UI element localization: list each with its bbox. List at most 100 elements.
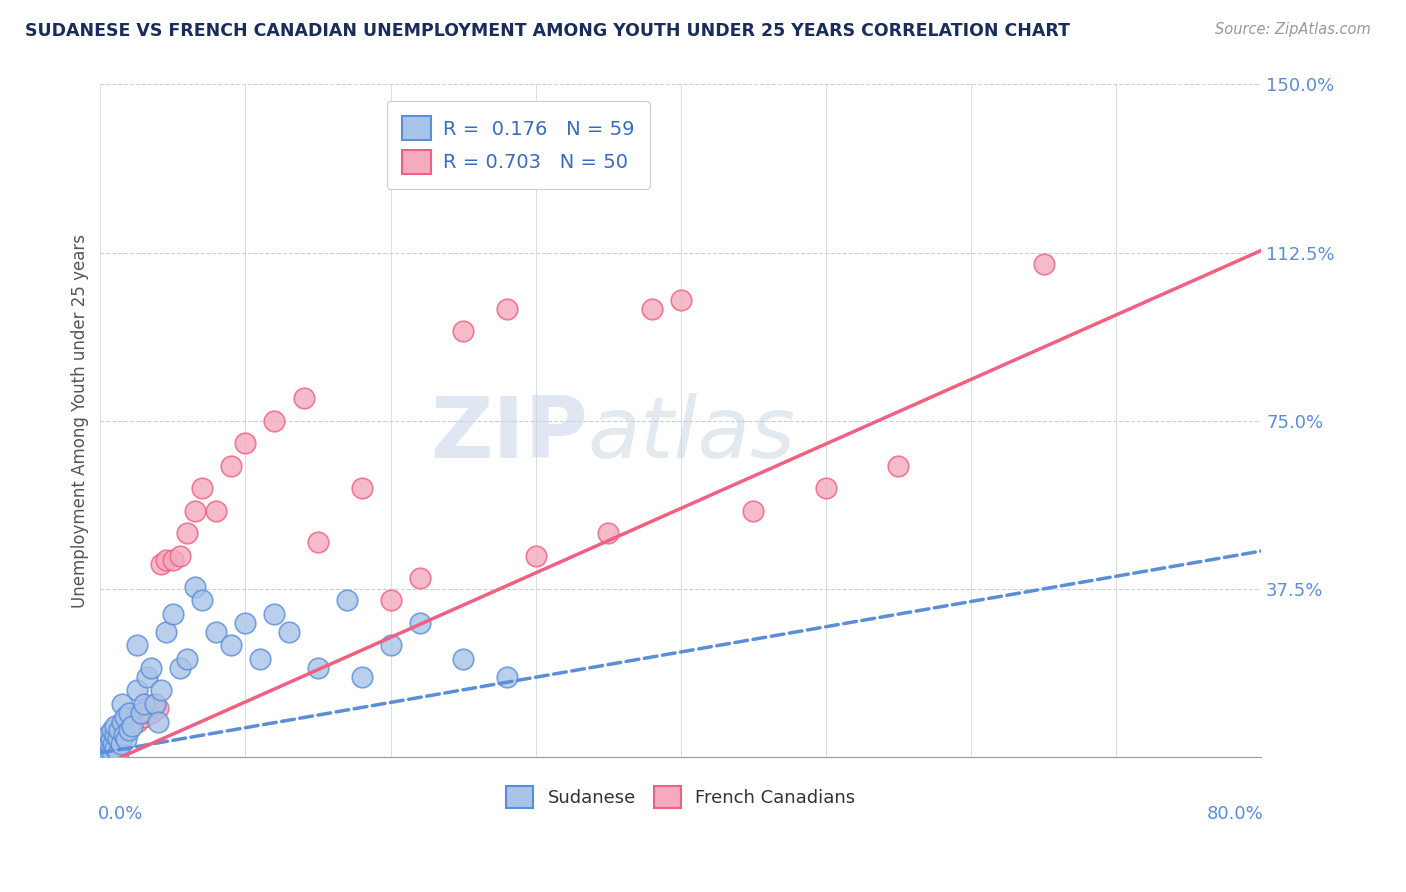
Point (219, 458, 242, 473)
Point (111, 697, 134, 711)
Point (742, 503, 765, 517)
Point (91, 741, 114, 756)
Point (1032, 257, 1054, 271)
Point (169, 549, 191, 563)
Point (162, 607, 184, 621)
Point (205, 503, 228, 517)
Point (183, 580, 205, 594)
Point (263, 414, 285, 428)
Point (110, 737, 132, 751)
Point (350, 481, 373, 495)
Point (155, 624, 177, 639)
Point (97, 728, 120, 742)
Point (90, 748, 112, 763)
Point (191, 593, 214, 607)
Point (100, 732, 122, 747)
Point (292, 392, 315, 406)
Y-axis label: Unemployment Among Youth under 25 years: Unemployment Among Youth under 25 years (72, 234, 89, 608)
Point (235, 615, 257, 630)
Point (380, 638, 402, 652)
Point (96, 746, 118, 760)
Point (307, 535, 329, 549)
Point (145, 697, 167, 711)
Text: ZIP: ZIP (430, 392, 588, 475)
Point (380, 593, 402, 607)
Point (118, 719, 141, 733)
Point (108, 728, 131, 742)
Point (219, 638, 242, 652)
Point (139, 661, 162, 675)
Point (155, 553, 177, 567)
Point (139, 706, 162, 720)
Point (101, 737, 124, 751)
Point (93, 741, 115, 756)
Point (135, 670, 157, 684)
Point (96, 732, 118, 747)
Point (111, 719, 134, 733)
Point (118, 706, 141, 720)
Point (118, 723, 141, 738)
Point (100, 741, 122, 756)
Point (90, 748, 112, 763)
Point (91, 746, 114, 760)
Point (111, 714, 134, 729)
Text: Source: ZipAtlas.com: Source: ZipAtlas.com (1215, 22, 1371, 37)
Point (336, 593, 359, 607)
Text: 0.0%: 0.0% (98, 805, 143, 822)
Point (598, 526, 620, 541)
Point (98, 737, 121, 751)
Point (887, 458, 910, 473)
Point (169, 661, 191, 675)
Text: atlas: atlas (588, 392, 796, 475)
Point (814, 481, 837, 495)
Point (104, 719, 127, 733)
Point (148, 714, 170, 729)
Point (115, 714, 138, 729)
Point (451, 324, 474, 338)
Point (107, 746, 129, 760)
Point (135, 701, 157, 715)
Point (148, 701, 170, 715)
Point (191, 481, 214, 495)
Point (93, 737, 115, 751)
Text: 80.0%: 80.0% (1206, 805, 1264, 822)
Point (97, 737, 120, 751)
Point (132, 710, 155, 724)
Point (107, 723, 129, 738)
Point (100, 732, 122, 747)
Point (408, 571, 430, 585)
Point (114, 710, 136, 724)
Point (103, 728, 125, 742)
Point (176, 651, 198, 665)
Point (451, 651, 474, 665)
Point (125, 683, 148, 698)
Point (107, 732, 129, 747)
Legend: Sudanese, French Canadians: Sudanese, French Canadians (499, 780, 863, 815)
Point (145, 697, 167, 711)
Point (104, 741, 127, 756)
Point (350, 670, 373, 684)
Point (176, 526, 198, 541)
Point (235, 436, 257, 450)
Point (98, 741, 121, 756)
Point (162, 553, 184, 567)
Point (307, 661, 329, 675)
Point (97, 741, 120, 756)
Point (93, 744, 115, 758)
Point (91, 746, 114, 760)
Point (669, 293, 692, 307)
Point (129, 706, 152, 720)
Point (104, 732, 127, 747)
Point (129, 706, 152, 720)
Point (104, 728, 127, 742)
Point (150, 558, 173, 572)
Point (278, 624, 301, 639)
Point (115, 732, 138, 747)
Point (112, 728, 135, 742)
Point (641, 301, 664, 316)
Point (249, 651, 271, 665)
Point (132, 697, 155, 711)
Point (263, 607, 285, 621)
Point (408, 615, 430, 630)
Point (112, 723, 135, 738)
